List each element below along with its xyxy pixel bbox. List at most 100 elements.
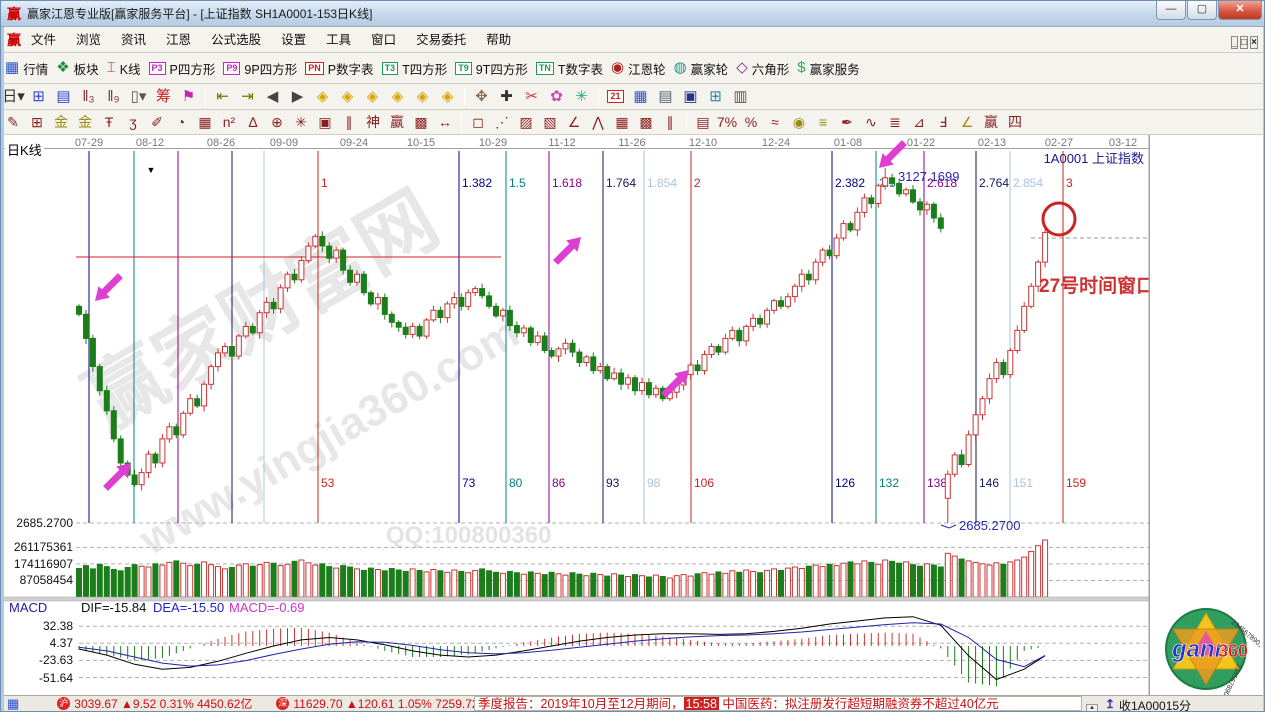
quotes-grid-icon[interactable]: ▦ (7, 695, 20, 711)
triangle-tool-icon[interactable]: ∆ (248, 114, 258, 130)
toolbar-button-quotes[interactable]: ▦ 行情 (5, 59, 48, 78)
gold-lines-tool-icon[interactable]: ≡ (818, 114, 828, 130)
pen-tool-icon[interactable]: ✐ (151, 113, 163, 130)
news-ticker[interactable]: 季度报告：2019年10月至12月期间， 15:58 中国医药：拟注册发行超短期融… (474, 696, 1082, 711)
sh-price[interactable]: 3039.67 (74, 696, 118, 711)
toolbar-button-9p-square[interactable]: P9 9P四方形 (223, 59, 297, 78)
double-line-tool-icon[interactable]: ∥ (345, 113, 353, 130)
prev-bar-icon[interactable]: ◀ (266, 87, 279, 105)
diamond-expand-icon[interactable]: ◈ (366, 87, 379, 105)
time-window-circle[interactable] (1041, 201, 1077, 237)
menu-item-file[interactable]: 文件 (31, 32, 57, 47)
toolbar-button-t-number-table[interactable]: TN T数字表 (535, 59, 603, 78)
four-square-tool-icon[interactable]: 四 (1008, 114, 1022, 130)
angle-gold-tool-icon[interactable]: ∠ (960, 113, 974, 130)
crosshair-icon[interactable]: ✚ (500, 87, 513, 105)
last-page-icon[interactable]: ⇥ (241, 87, 254, 105)
close-button[interactable]: ✕ (1218, 1, 1262, 20)
menu-item-tools[interactable]: 工具 (326, 32, 352, 47)
gold-grid2-tool-icon[interactable]: 金 (78, 114, 92, 130)
t-ruler-tool-icon[interactable]: Ŧ (104, 114, 114, 130)
calendar-button[interactable]: 21 (604, 86, 627, 107)
menu-item-trade-order[interactable]: 交易委托 (416, 32, 467, 47)
chip-distribution-icon[interactable]: 筹 (155, 87, 171, 105)
maximize-button[interactable]: ▢ (1187, 1, 1217, 20)
gann-wheel-tool-icon[interactable]: ⊕ (271, 113, 283, 130)
menu-item-help[interactable]: 帮助 (486, 32, 512, 47)
toolbar-button-p-number-table[interactable]: PN P数字表 (305, 59, 374, 78)
save-floppy-icon[interactable]: ▣ (683, 87, 698, 105)
menu-item-gann[interactable]: 江恩 (166, 32, 192, 47)
calculator-icon[interactable]: ▦ (633, 87, 648, 105)
shade-box2-tool-icon[interactable]: ▧ (543, 113, 557, 130)
diamond-compress-icon[interactable]: ◈ (391, 87, 404, 105)
mdi-restore-button[interactable]: □ (1240, 36, 1249, 49)
tray-tool-icon[interactable]: ▤ (696, 113, 710, 130)
time-cycle-tool-icon[interactable]: ◔ (176, 114, 186, 130)
shen-tool-icon[interactable]: 神 (366, 114, 380, 130)
menu-item-window[interactable]: 窗口 (371, 32, 397, 47)
bars-3-icon[interactable]: ‖₃ (82, 87, 95, 105)
center-square-tool-icon[interactable]: ▣ (318, 113, 332, 130)
percent-tool-icon[interactable]: % (744, 114, 758, 130)
mdi-minimize-button[interactable]: _ (1230, 36, 1239, 49)
toolbar-button-winner-wheel[interactable]: ◍ 赢家轮 (674, 59, 729, 78)
diamond-zoom-in-icon[interactable]: ◈ (416, 87, 429, 105)
ying-box-tool-icon[interactable]: 赢 (984, 114, 998, 130)
info-panel-icon[interactable]: ▤ (56, 87, 71, 105)
levels-tool-icon[interactable]: ≣ (889, 113, 901, 130)
brush-tool-icon[interactable]: ✎ (7, 113, 19, 130)
ink-pen-tool-icon[interactable]: ✒ (841, 113, 853, 130)
kline-chart[interactable]: 赢家财富网 www.yingjia360.com QQ:100800360 07-… (1, 135, 1265, 696)
star-tool-icon[interactable]: ✳ (295, 113, 307, 130)
pane-divider[interactable] (1, 596, 1265, 602)
n-square-tool-icon[interactable]: n² (222, 114, 236, 130)
toolbar-button-t-square[interactable]: T3 T四方形 (381, 59, 447, 78)
angle-f-tool-icon[interactable]: Ⅎ (938, 113, 948, 130)
ruler-grid-tool-icon[interactable]: ▩ (414, 113, 428, 130)
toolbar-button-sectors[interactable]: ❖ 板块 (56, 59, 98, 78)
sz-price[interactable]: 11629.70 (293, 696, 343, 711)
first-page-icon[interactable]: ⇤ (216, 87, 229, 105)
grid-tool-icon[interactable]: ⊞ (31, 113, 43, 130)
workstation-icon[interactable]: ▥ (733, 87, 748, 105)
toolbar-button-winner-service[interactable]: $ 赢家服务 (797, 59, 859, 78)
wave-tool-icon[interactable]: ∿ (865, 113, 877, 130)
service-tool-icon[interactable]: ✳ (575, 87, 588, 105)
diamond-scroll-right-icon[interactable]: ◈ (341, 87, 354, 105)
menu-item-browse[interactable]: 浏览 (76, 32, 102, 47)
fan-lines-tool-icon[interactable]: ⋰ (495, 113, 509, 130)
ticker-spinner[interactable]: ▲▼ (1086, 696, 1098, 711)
percent-grid-tool-icon[interactable]: 7% (716, 114, 738, 130)
network-share-icon[interactable]: ⊞ (709, 87, 722, 105)
spinner-up-icon[interactable]: ▲ (1089, 705, 1095, 711)
toolbar-button-9t-square[interactable]: T9 9T四方形 (455, 59, 528, 78)
zigzag-tool-icon[interactable]: ⋀ (592, 113, 604, 130)
grid-dense-tool-icon[interactable]: ▦ (615, 113, 629, 130)
gold-grid-tool-icon[interactable]: 金 (54, 114, 68, 130)
price-grid-tool-icon[interactable]: ▦ (198, 113, 212, 130)
approx-tool-icon[interactable]: ≈ (771, 114, 779, 130)
width-measure-tool-icon[interactable]: ↔ (438, 114, 452, 130)
grid-fill-tool-icon[interactable]: ▩ (639, 113, 653, 130)
ying-tool-icon[interactable]: 赢 (390, 114, 404, 130)
mdi-close-button[interactable]: × (1250, 36, 1258, 49)
toolbar-button-kline[interactable]: ⌶ K线 (107, 59, 141, 78)
notebook-icon[interactable]: ▤ (658, 87, 673, 105)
toolbar-button-gann-wheel[interactable]: ◉ 江恩轮 (611, 59, 666, 78)
gold-circle-tool-icon[interactable]: ◉ (792, 113, 806, 130)
shade-box-tool-icon[interactable]: ▨ (519, 113, 533, 130)
kline-period-dropdown-icon[interactable]: 日▾ (2, 87, 25, 105)
menu-item-formula-stock-pick[interactable]: 公式选股 (211, 32, 262, 47)
menu-item-news[interactable]: 资讯 (121, 32, 147, 47)
pan-hand-icon[interactable]: ✥ (475, 87, 488, 105)
diamond-scroll-left-icon[interactable]: ◈ (316, 87, 329, 105)
bars-9-icon[interactable]: ‖₉ (107, 87, 120, 105)
flag-marker-icon[interactable]: ⚑ (181, 87, 196, 105)
zoom-window-icon[interactable]: ⊞ (32, 87, 45, 105)
menu-item-settings[interactable]: 设置 (281, 32, 307, 47)
spiral-tool-icon[interactable]: ʒ (129, 114, 137, 130)
parallel-tool-icon[interactable]: ∥ (666, 113, 674, 130)
minimize-button[interactable]: — (1156, 1, 1186, 20)
next-bar-icon[interactable]: ▶ (291, 87, 304, 105)
